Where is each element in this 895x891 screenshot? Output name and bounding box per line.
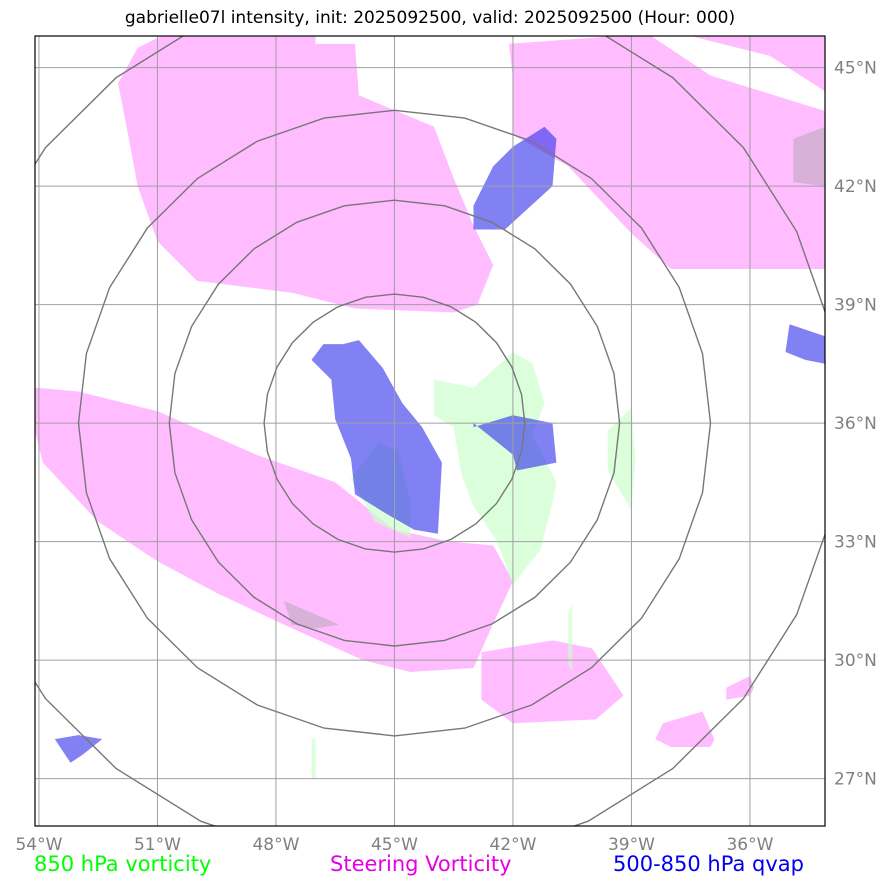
lat-tick-label: 27°N (834, 770, 877, 790)
region-steering-south-band (35, 387, 513, 672)
gridlines (35, 36, 825, 826)
region-vorticity-east-sliver (607, 407, 636, 510)
region-qvap-north (473, 126, 557, 230)
ring-2 (77, 109, 712, 737)
lon-tick-label: 45°W (371, 835, 418, 855)
lat-tick-label: 39°N (834, 296, 877, 316)
region-vorticity-south-line (568, 604, 573, 672)
region-steering-north-central (118, 36, 494, 313)
region-qvap-east-center (473, 415, 557, 471)
region-qvap-central (311, 340, 442, 534)
ring-3 (35, 36, 825, 826)
axis-ticks: 54°W 51°W 48°W 45°W 42°W 39°W 36°W 27°N 30°N 33°N… (15, 59, 876, 855)
ring-0 (263, 293, 526, 553)
region-steering-se-patch (655, 711, 715, 747)
lon-tick-label: 51°W (134, 835, 181, 855)
region-steering-north-east (509, 36, 825, 269)
region-qvap-east-edge (785, 324, 825, 364)
lat-tick-label: 30°N (834, 651, 877, 671)
region-steering-south-patch (481, 640, 624, 724)
legend-850-vorticity: 850 hPa vorticity (34, 852, 212, 876)
lat-tick-label: 42°N (834, 177, 877, 197)
lat-tick-label: 33°N (834, 533, 877, 553)
lon-tick-label: 48°W (252, 835, 299, 855)
legend-qvap: 500-850 hPa qvap (613, 852, 804, 876)
lon-tick-label: 39°W (608, 835, 655, 855)
lat-tick-label: 45°N (834, 59, 877, 79)
region-vorticity-central (434, 352, 557, 586)
lat-tick-label: 36°N (834, 414, 877, 434)
lon-tick-label: 42°W (489, 835, 536, 855)
lon-tick-label: 36°W (726, 835, 773, 855)
ring-1 (168, 199, 621, 647)
lon-tick-label: 54°W (15, 835, 62, 855)
region-steering-grey-overlap-b (793, 126, 825, 187)
contour-fill-layer (35, 36, 825, 779)
distance-rings (35, 36, 825, 826)
region-vorticity-sw-line (311, 739, 316, 779)
plot-frame (34, 35, 826, 827)
chart-title: gabrielle07l intensity, init: 2025092500… (124, 8, 736, 28)
region-steering-grey-overlap-a (283, 600, 340, 629)
legend-steering-vorticity: Steering Vorticity (330, 852, 512, 876)
